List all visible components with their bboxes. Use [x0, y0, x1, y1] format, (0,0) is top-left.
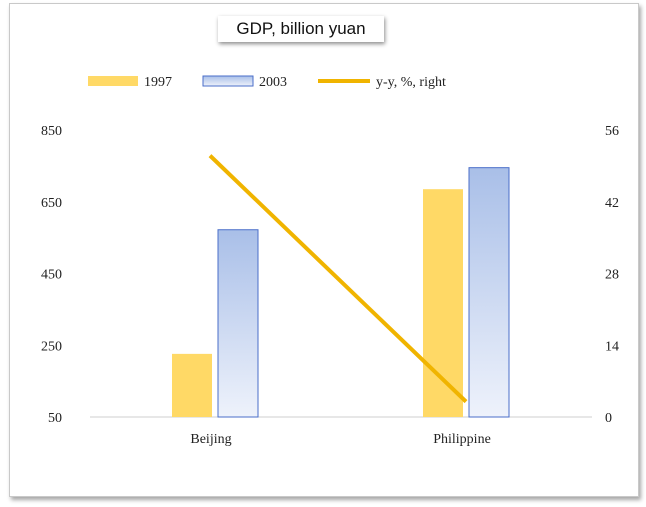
- bar-beijing-1997: [172, 353, 212, 417]
- legend-swatch-2003: [202, 75, 254, 87]
- bar-philippine-1997: [423, 189, 463, 417]
- legend-label-1997: 1997: [144, 75, 172, 90]
- left-tick-label: 50: [48, 411, 62, 426]
- legend-label-yy: y-y, %, right: [376, 75, 446, 90]
- category-label-beijing: Beijing: [190, 432, 231, 447]
- left-tick-label: 650: [41, 196, 62, 211]
- legend: 1997 2003 y-y, %, right: [88, 75, 446, 90]
- category-label-philippine: Philippine: [433, 432, 491, 447]
- chart-title: GDP, billion yuan: [218, 16, 384, 42]
- right-tick-label: 28: [605, 268, 619, 283]
- right-axis: 0 14 28 42 56: [605, 124, 619, 426]
- left-tick-label: 450: [41, 268, 62, 283]
- yy-line-series: [208, 154, 468, 404]
- left-axis: 50 250 450 650 850: [41, 124, 62, 426]
- right-tick-label: 56: [605, 124, 619, 139]
- legend-label-2003: 2003: [259, 75, 287, 90]
- bar-philippine-2003: [468, 167, 510, 418]
- bar-beijing-2003: [217, 229, 259, 418]
- right-tick-label: 14: [605, 339, 619, 354]
- legend-swatch-1997: [88, 76, 138, 86]
- left-tick-label: 250: [41, 339, 62, 354]
- left-tick-label: 850: [41, 124, 62, 139]
- right-tick-label: 0: [605, 411, 612, 426]
- right-tick-label: 42: [605, 196, 619, 211]
